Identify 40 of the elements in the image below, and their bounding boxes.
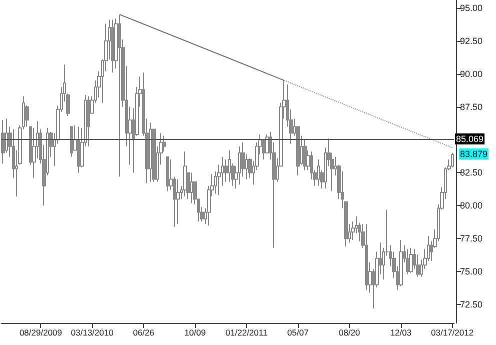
candlestick: [1, 119, 5, 164]
y-tick-label: 90.00: [460, 68, 483, 79]
candlestick: [111, 19, 114, 74]
candlestick: [399, 239, 403, 287]
x-tick-label: 05/07: [287, 328, 309, 338]
candlestick: [176, 178, 180, 225]
y-tick-label: 92.50: [460, 36, 483, 46]
candlestick: [238, 146, 241, 186]
candlestick: [166, 156, 169, 192]
candlestick: [303, 139, 307, 171]
candlestick: [317, 159, 320, 186]
candlestick: [183, 151, 187, 197]
candlestick: [451, 152, 454, 168]
y-tick-label: 80.00: [460, 200, 483, 211]
candlestick: [77, 126, 80, 174]
ref-line-label: 85.069: [456, 134, 484, 144]
y-tick-label: 75.00: [460, 266, 483, 277]
candlestick: [365, 224, 368, 291]
y-tick-label: 72.50: [460, 300, 483, 310]
candlestick: [228, 150, 231, 182]
candlestick: [406, 248, 409, 275]
y-tick-label: 77.50: [460, 234, 483, 244]
x-tick-label: 08/29/2009: [19, 328, 62, 338]
candlestick: [149, 122, 152, 182]
annotation: 83.879: [460, 149, 488, 160]
y-tick-label: 87.50: [460, 102, 483, 112]
candlestick: [87, 96, 90, 147]
candlestick: [190, 172, 193, 204]
candlestick: [70, 126, 73, 158]
candlestick: [118, 14, 121, 178]
y-tick-label: 95.00: [460, 2, 483, 13]
x-tick-label: 01/22/2011: [226, 328, 268, 338]
y-tick-label: 82.50: [460, 168, 483, 178]
candlestick: [409, 247, 413, 274]
x-tick-label: 03/17/2012: [431, 328, 474, 338]
x-tick-label: 10/09: [184, 328, 206, 338]
x-tick-label: 06/26: [132, 328, 155, 338]
x-tick-label: 12/03: [390, 328, 412, 338]
x-tick-label: 08/20: [338, 328, 360, 338]
x-tick-label: 03/13/2010: [70, 328, 114, 338]
